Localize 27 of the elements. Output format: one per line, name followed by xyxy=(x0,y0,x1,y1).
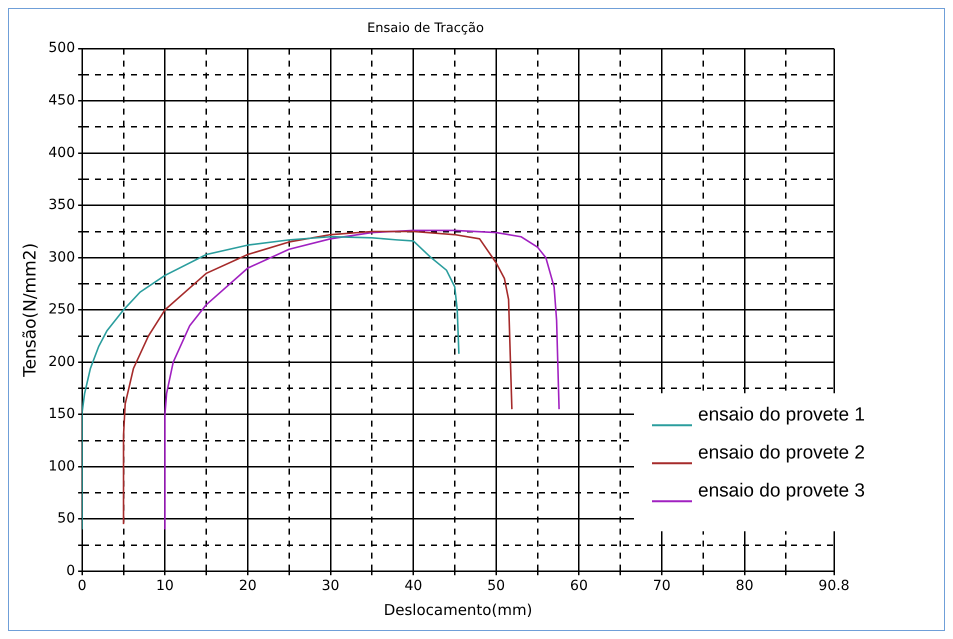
x-tick-label: 90.8 xyxy=(818,578,850,594)
legend-label: ensaio do provete 2 xyxy=(698,442,865,464)
x-tick-label: 70 xyxy=(652,578,671,594)
legend-label: ensaio do provete 3 xyxy=(698,480,865,502)
x-axis-title: Deslocamento(mm) xyxy=(384,600,532,619)
x-tick-label: 50 xyxy=(487,578,506,594)
y-tick-label: 400 xyxy=(48,144,76,161)
x-tick-label: 40 xyxy=(404,578,422,594)
x-tick-label: 80 xyxy=(736,578,754,594)
y-tick-label: 250 xyxy=(48,302,76,318)
y-tick-label: 100 xyxy=(48,458,76,474)
y-axis-title: Tensão(N/mm2) xyxy=(20,242,41,378)
y-tick-label: 50 xyxy=(57,510,76,527)
y-tick-label: 150 xyxy=(48,406,76,422)
y-tick-label: 450 xyxy=(48,92,76,108)
x-tick-label: 0 xyxy=(78,578,87,594)
x-tick-label: 10 xyxy=(156,578,174,594)
y-tick-label: 350 xyxy=(48,197,76,214)
chart-title: Ensaio de Tracção xyxy=(367,21,484,36)
y-tick-label: 500 xyxy=(48,40,76,56)
y-tick-label: 0 xyxy=(66,562,76,579)
x-tick-label: 30 xyxy=(322,578,340,594)
x-tick-label: 60 xyxy=(570,578,588,594)
x-tick-label: 20 xyxy=(238,578,257,594)
legend-label: ensaio do provete 1 xyxy=(698,404,865,426)
y-tick-label: 300 xyxy=(48,249,76,266)
y-tick-label: 200 xyxy=(48,354,76,370)
